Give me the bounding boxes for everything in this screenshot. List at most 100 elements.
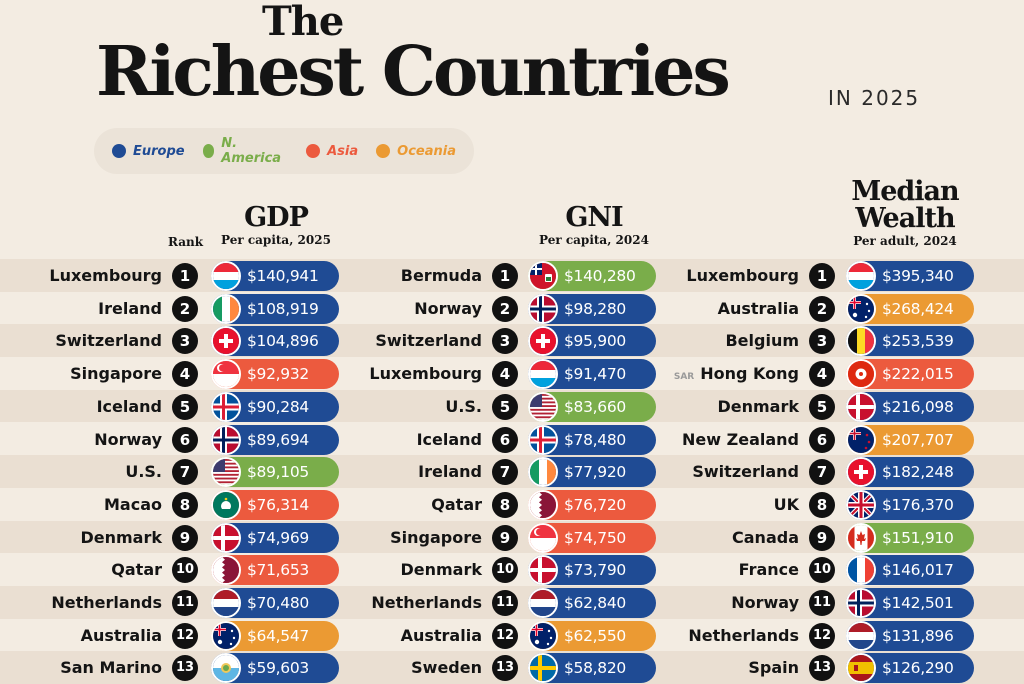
rank-badge: 11 bbox=[492, 590, 518, 616]
value-label: $146,017 bbox=[882, 561, 954, 580]
table-row: Singapore bbox=[0, 359, 162, 389]
rank-badge: 10 bbox=[492, 557, 518, 584]
rank-badge: 13 bbox=[492, 655, 518, 682]
ireland-flag-icon bbox=[528, 457, 558, 488]
value-label: $131,896 bbox=[882, 626, 954, 645]
rank-badge: 4 bbox=[172, 361, 198, 388]
value-pill: $70,480 bbox=[211, 588, 339, 618]
value-pill: $90,284 bbox=[211, 391, 339, 422]
rank-badge: 11 bbox=[809, 590, 835, 616]
value-label: $62,550 bbox=[564, 626, 626, 645]
table-row: Switzerland bbox=[0, 326, 482, 356]
legend-dot-oceania bbox=[376, 144, 391, 158]
rank-badge: 11 bbox=[172, 590, 198, 616]
rank-badge: 1 bbox=[172, 263, 198, 289]
country-label: France bbox=[738, 560, 799, 580]
country-name: Luxembourg bbox=[369, 359, 482, 389]
country-label: U.S. bbox=[125, 462, 162, 482]
iceland-flag-icon bbox=[211, 391, 241, 422]
rank-badge: 4 bbox=[809, 361, 835, 388]
country-name: Netherlands bbox=[51, 588, 162, 618]
country-name: Norway bbox=[94, 425, 162, 455]
title-the: The bbox=[262, 0, 344, 45]
value-label: $62,840 bbox=[564, 594, 626, 612]
value-label: $89,105 bbox=[247, 463, 309, 482]
rank-column-header: Rank bbox=[168, 235, 204, 249]
country-label: Belgium bbox=[725, 331, 799, 351]
country-name: Macao bbox=[104, 490, 162, 520]
country-label: Singapore bbox=[390, 527, 482, 547]
australia-flag-icon bbox=[528, 620, 558, 651]
wealth-header-title: Median Wealth bbox=[851, 176, 959, 234]
country-label: Singapore bbox=[70, 364, 162, 384]
rank-badge: 2 bbox=[492, 295, 518, 322]
wealth-column-header: Median Wealth Per adult, 2024 bbox=[830, 178, 980, 249]
value-label: $108,919 bbox=[247, 299, 319, 318]
rank-badge: 3 bbox=[809, 328, 835, 355]
rank-badge: 8 bbox=[809, 491, 835, 518]
value-label: $95,900 bbox=[564, 332, 626, 351]
value-label: $91,470 bbox=[564, 365, 626, 384]
country-label: Australia bbox=[80, 625, 162, 645]
country-name: Spain bbox=[748, 653, 799, 683]
us-flag-icon bbox=[211, 457, 241, 488]
value-label: $395,340 bbox=[882, 267, 954, 285]
table-row: Sweden bbox=[0, 653, 482, 683]
country-name: San Marino bbox=[60, 653, 162, 683]
norway-flag-icon bbox=[846, 588, 876, 618]
netherlands-flag-icon bbox=[528, 588, 558, 618]
value-pill: $126,290 bbox=[846, 653, 974, 684]
legend-dot-europe bbox=[112, 144, 126, 158]
country-name: Norway bbox=[731, 588, 799, 618]
country-label: Norway bbox=[731, 593, 799, 612]
table-row: Ireland bbox=[0, 294, 162, 324]
value-pill: $151,910 bbox=[846, 522, 974, 553]
country-name: Australia bbox=[401, 621, 482, 651]
value-pill: $142,501 bbox=[846, 588, 974, 618]
rank-badge: 2 bbox=[809, 295, 835, 322]
country-label: Qatar bbox=[111, 560, 162, 580]
switzerland-flag-icon bbox=[846, 457, 876, 488]
table-row: Australia bbox=[0, 621, 482, 651]
singapore-flag-icon bbox=[211, 359, 241, 390]
country-name: Denmark bbox=[717, 392, 799, 422]
value-pill: $91,470 bbox=[528, 359, 656, 390]
table-row: Canada bbox=[0, 523, 799, 553]
value-pill: $253,539 bbox=[846, 326, 974, 357]
value-label: $78,480 bbox=[564, 430, 626, 449]
luxembourg-flag-icon bbox=[528, 359, 558, 390]
country-label: Luxembourg bbox=[49, 266, 162, 285]
value-pill: $58,820 bbox=[528, 653, 656, 684]
table-row: Norway bbox=[0, 294, 482, 324]
table-row: Netherlands bbox=[0, 621, 799, 651]
rank-badge: 9 bbox=[492, 524, 518, 551]
value-label: $222,015 bbox=[882, 365, 954, 384]
table-row: Australia bbox=[0, 294, 799, 324]
value-pill: $64,547 bbox=[211, 620, 339, 651]
country-label: Netherlands bbox=[51, 593, 162, 612]
us-flag-icon bbox=[528, 391, 558, 422]
value-label: $77,920 bbox=[564, 463, 626, 482]
legend-label-europe: Europe bbox=[133, 143, 185, 159]
country-name: Norway bbox=[414, 294, 482, 324]
value-label: $73,790 bbox=[564, 561, 626, 580]
value-label: $90,284 bbox=[247, 397, 309, 416]
canada-flag-icon bbox=[846, 522, 876, 553]
value-pill: $89,105 bbox=[211, 457, 339, 488]
value-label: $268,424 bbox=[882, 299, 954, 318]
table-row: Norway bbox=[0, 588, 799, 618]
gdp-header-title: GDP bbox=[244, 202, 309, 233]
country-label: Denmark bbox=[80, 527, 162, 547]
ireland-flag-icon bbox=[211, 293, 241, 324]
country-label: Norway bbox=[414, 298, 482, 318]
rank-badge: 6 bbox=[492, 426, 518, 453]
table-row: Iceland bbox=[0, 425, 482, 455]
legend-item-north-america: N. America bbox=[202, 136, 289, 166]
country-label: Australia bbox=[717, 298, 799, 318]
table-row: Luxembourg bbox=[0, 261, 799, 291]
gni-column-header: GNI Per capita, 2024 bbox=[524, 204, 664, 248]
country-name: Iceland bbox=[417, 425, 482, 455]
value-label: $140,941 bbox=[247, 267, 319, 285]
country-label: Spain bbox=[748, 658, 799, 678]
gni-header-subtitle: Per capita, 2024 bbox=[539, 233, 649, 247]
